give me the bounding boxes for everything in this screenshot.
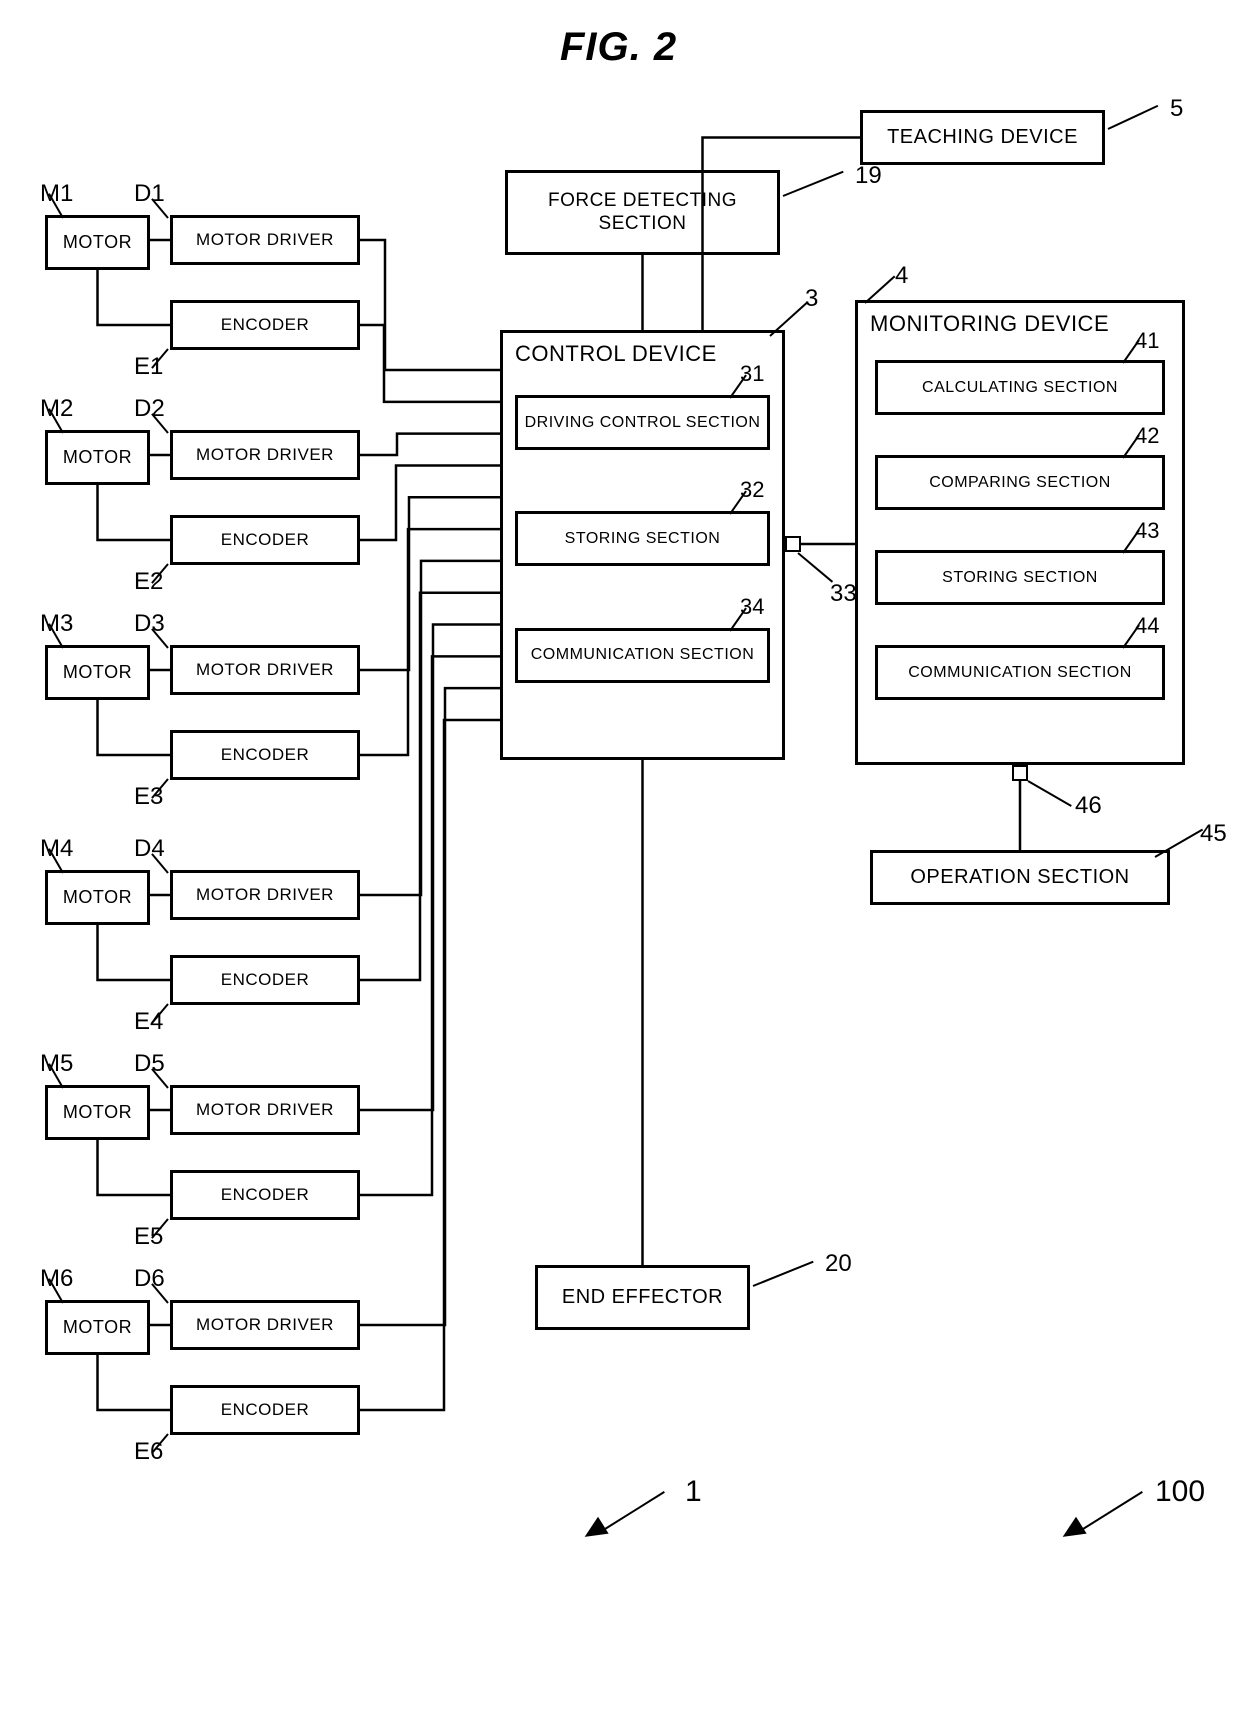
teaching-device-label: TEACHING DEVICE [887,126,1078,149]
end-effector-box: END EFFECTOR [535,1265,750,1330]
motor-box: MOTOR [45,645,150,700]
force-detecting-box: FORCE DETECTING SECTION [505,170,780,255]
motor-id-label: M1 [40,180,73,208]
driver-id-label: D2 [134,395,165,423]
operation-section-box: OPERATION SECTION [870,850,1170,905]
encoder-box: ENCODER [170,955,360,1005]
motor-box: MOTOR [45,1300,150,1355]
encoder-box: ENCODER [170,515,360,565]
control-id-label: 3 [805,285,818,313]
motor-driver-box: MOTOR DRIVER [170,870,360,920]
control-subsection: STORING SECTION [515,511,770,566]
motor-box: MOTOR [45,430,150,485]
monitor-id: 4 [895,262,908,290]
control-sub-id: 34 [740,594,764,620]
driver-id-label: D6 [134,1265,165,1293]
ref-1-label: 1 [685,1475,702,1509]
monitor-port-leader [1028,780,1072,807]
control-port-id: 33 [830,580,857,608]
ref-100-label: 100 [1155,1475,1205,1509]
monitor-port [1012,765,1028,781]
ref-1-arrow-icon [579,1517,608,1546]
operation-section-label: OPERATION SECTION [910,866,1129,889]
encoder-box: ENCODER [170,300,360,350]
end-effector-label: END EFFECTOR [562,1286,723,1309]
operation-leader [1155,829,1204,858]
motor-box: MOTOR [45,215,150,270]
control-sub-id: 32 [740,477,764,503]
driver-id-label: D1 [134,180,165,208]
monitor-subsection: STORING SECTION [875,550,1165,605]
motor-box: MOTOR [45,1085,150,1140]
encoder-box: ENCODER [170,1170,360,1220]
motor-driver-box: MOTOR DRIVER [170,1300,360,1350]
end-effector-id: 20 [825,1250,852,1278]
control-subsection: COMMUNICATION SECTION [515,628,770,683]
ref-1-tail [604,1491,664,1530]
motor-driver-box: MOTOR DRIVER [170,1085,360,1135]
motor-box: MOTOR [45,870,150,925]
teaching-device-box: TEACHING DEVICE [860,110,1105,165]
motor-id-label: M2 [40,395,73,423]
motor-id-label: M3 [40,610,73,638]
monitor-subsection: COMMUNICATION SECTION [875,645,1165,700]
control-subsection: DRIVING CONTROL SECTION [515,395,770,450]
monitoring-device-title: MONITORING DEVICE [870,311,1109,337]
figure-title: FIG. 2 [560,25,677,70]
force-id-leader [783,171,844,197]
control-id-leader [769,302,807,337]
control-port-leader [797,552,833,582]
monitor-subsection: COMPARING SECTION [875,455,1165,510]
control-port [785,536,801,552]
motor-driver-box: MOTOR DRIVER [170,430,360,480]
end-effector-leader [753,1261,814,1287]
force-detecting-label: FORCE DETECTING SECTION [508,190,777,236]
driver-id-label: D5 [134,1050,165,1078]
monitor-subsection: CALCULATING SECTION [875,360,1165,415]
teaching-id: 5 [1170,95,1183,123]
encoder-box: ENCODER [170,1385,360,1435]
ref-100-tail [1082,1491,1142,1530]
motor-driver-box: MOTOR DRIVER [170,645,360,695]
motor-id-label: M6 [40,1265,73,1293]
monitor-port-id: 46 [1075,792,1102,820]
control-sub-id: 31 [740,361,764,387]
driver-id-label: D3 [134,610,165,638]
driver-id-label: D4 [134,835,165,863]
motor-id-label: M5 [40,1050,73,1078]
ref-100-arrow-icon [1057,1517,1086,1546]
encoder-box: ENCODER [170,730,360,780]
control-device-title: CONTROL DEVICE [515,341,717,367]
motor-id-label: M4 [40,835,73,863]
force-id-label: 19 [855,162,882,190]
teaching-leader [1108,105,1159,130]
operation-id: 45 [1200,820,1227,848]
motor-driver-box: MOTOR DRIVER [170,215,360,265]
